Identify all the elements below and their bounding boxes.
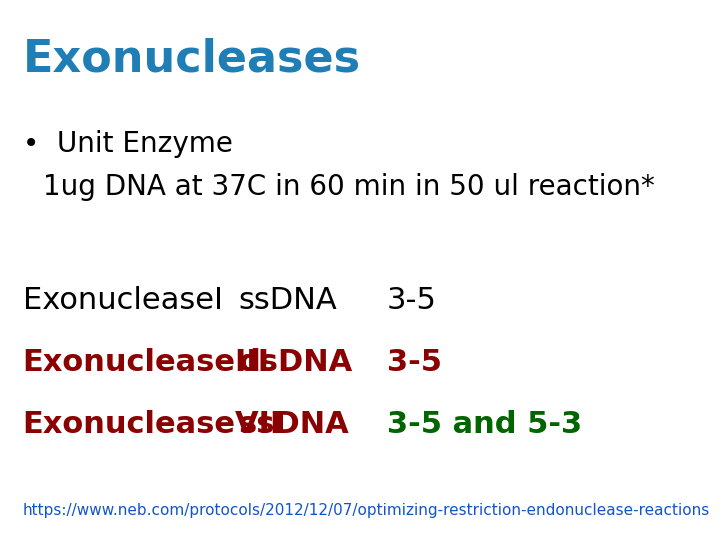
Text: 3-5: 3-5 xyxy=(387,286,436,315)
Text: Exonucleases: Exonucleases xyxy=(23,38,361,81)
Text: ssDNA: ssDNA xyxy=(239,286,338,315)
Text: ssDNA: ssDNA xyxy=(239,410,349,440)
Text: 3-5: 3-5 xyxy=(387,348,441,377)
Text: dsDNA: dsDNA xyxy=(239,348,353,377)
Text: 3-5 and 5-3: 3-5 and 5-3 xyxy=(387,410,582,440)
Text: https://www.neb.com/protocols/2012/12/07/optimizing-restriction-endonuclease-rea: https://www.neb.com/protocols/2012/12/07… xyxy=(23,503,710,518)
Text: ExonucleaseI: ExonucleaseI xyxy=(23,286,222,315)
Text: ExonucleaseIII: ExonucleaseIII xyxy=(23,348,270,377)
Text: •  Unit Enzyme: • Unit Enzyme xyxy=(23,130,233,158)
Text: 1ug DNA at 37C in 60 min in 50 ul reaction*: 1ug DNA at 37C in 60 min in 50 ul reacti… xyxy=(42,173,654,201)
Text: ExonucleaseVII: ExonucleaseVII xyxy=(23,410,282,440)
